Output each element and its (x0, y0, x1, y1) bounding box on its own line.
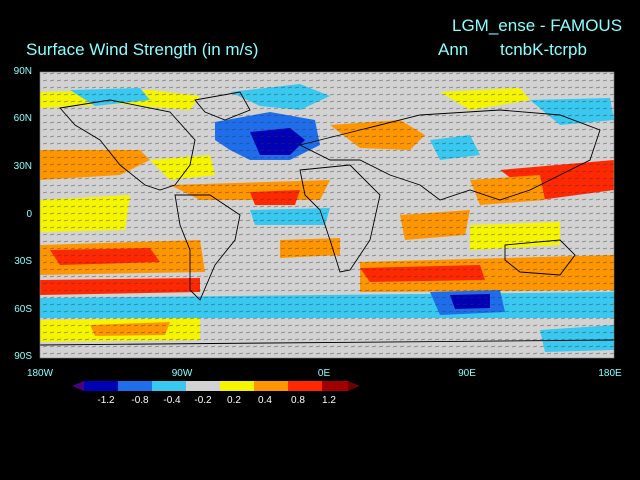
colorbar-swatch (322, 381, 348, 391)
colorbar-swatch (254, 381, 288, 391)
season-label: Ann (438, 40, 469, 59)
colorbar-swatch (152, 381, 186, 391)
colorbar-swatch (220, 381, 254, 391)
colorbar-label: 0.2 (227, 395, 241, 406)
lon-label: 90W (171, 368, 193, 379)
map-title: Surface Wind Strength (in m/s) (26, 40, 259, 59)
colorbar-swatch (186, 381, 220, 391)
colorbar (72, 381, 360, 391)
colorbar-label: 0.8 (291, 395, 305, 406)
map-field (40, 72, 614, 358)
experiment-label: LGM_ense - FAMOUS (452, 16, 623, 35)
wind-vectors (40, 72, 614, 358)
lon-label: 180E (598, 368, 622, 379)
colorbar-high-arrow (348, 381, 360, 391)
lat-label: 90N (13, 66, 32, 77)
lat-label: 30S (14, 256, 32, 267)
lat-label: 90S (14, 351, 32, 362)
lon-label: 0E (317, 368, 331, 379)
colorbar-label: 0.4 (258, 395, 272, 406)
lat-label: 0 (26, 209, 32, 220)
difference-label: tcnbK-tcrpb (500, 40, 587, 59)
colorbar-label: -0.4 (163, 395, 181, 406)
colorbar-low-arrow (72, 381, 84, 391)
colorbar-label: -0.2 (194, 395, 212, 406)
colorbar-swatch (118, 381, 152, 391)
coastlines (40, 91, 614, 346)
colorbar-label: -0.8 (131, 395, 149, 406)
lat-label: 60S (14, 304, 32, 315)
lat-label: 60N (13, 113, 32, 124)
colorbar-swatch (84, 381, 118, 391)
lat-label: 30N (13, 161, 32, 172)
lon-label: 90E (458, 368, 476, 379)
colorbar-label: -1.2 (97, 395, 115, 406)
map-frame (39, 71, 615, 359)
colorbar-swatch (288, 381, 322, 391)
lon-label: 180W (26, 368, 54, 379)
colorbar-label: 1.2 (322, 395, 336, 406)
